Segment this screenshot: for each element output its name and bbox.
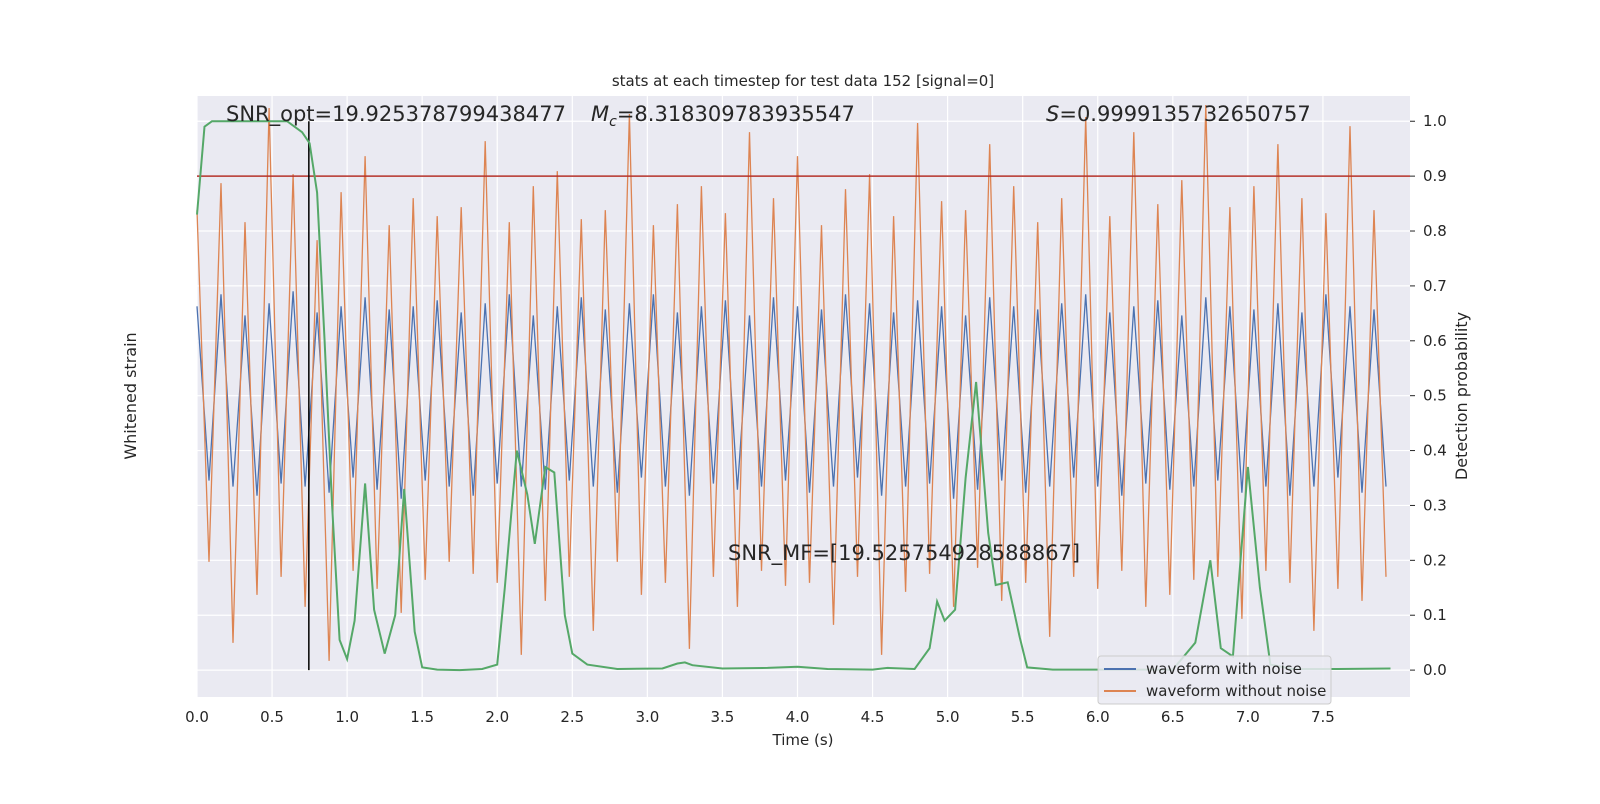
x-tick-label: 5.5 <box>1011 708 1035 726</box>
x-tick-label: 2.0 <box>485 708 509 726</box>
labels: stats at each timestep for test data 152… <box>121 72 1471 749</box>
s-value: =0.9999135732650757 <box>1059 102 1310 126</box>
legend-box <box>1097 655 1332 705</box>
chart-title: stats at each timestep for test data 152… <box>612 72 994 90</box>
x-tick-label: 3.5 <box>711 708 735 726</box>
legend-label: waveform without noise <box>1146 682 1326 700</box>
y2-tick-label: 0.4 <box>1423 442 1447 460</box>
annotation-snr-mf: SNR_MF=[19.525754928588867] <box>728 541 1080 566</box>
x-tick-label: 4.5 <box>861 708 885 726</box>
x-tick-label: 7.0 <box>1236 708 1260 726</box>
x-tick-label: 6.5 <box>1161 708 1185 726</box>
mc-subscript: c <box>609 114 617 130</box>
y2-axis-label: Detection probability <box>1452 312 1471 480</box>
x-tick-label: 5.0 <box>936 708 960 726</box>
y2-tick-label: 0.0 <box>1423 661 1447 679</box>
mc-value: =8.318309783935547 <box>617 102 855 126</box>
y2-tick-label: 0.5 <box>1423 387 1447 405</box>
annotation-s: S=0.9999135732650757 <box>1046 102 1311 126</box>
annotation-snr-opt: SNR_opt=19.925378799438477 <box>226 102 566 127</box>
y2-tick-label: 0.3 <box>1423 496 1447 514</box>
legend-label: waveform with noise <box>1146 660 1302 678</box>
mc-symbol: M <box>591 102 609 126</box>
x-tick-label: 3.0 <box>635 708 659 726</box>
x-tick-label: 0.0 <box>185 708 209 726</box>
x-tick-label: 2.5 <box>560 708 584 726</box>
x-tick-label: 1.5 <box>410 708 434 726</box>
y-axis-label: Whitened strain <box>121 332 140 459</box>
legend: waveform with noise waveform without nois… <box>1097 655 1332 705</box>
series-line <box>196 104 1387 661</box>
x-tick-label: 1.0 <box>335 708 359 726</box>
y2-tick-label: 0.7 <box>1423 277 1447 295</box>
x-tick-label: 4.0 <box>786 708 810 726</box>
marks <box>196 104 1410 672</box>
x-axis-label: Time (s) <box>772 731 834 749</box>
y2-tick-label: 0.9 <box>1423 167 1447 185</box>
x-tick-label: 0.5 <box>260 708 284 726</box>
y2-tick-label: 0.8 <box>1423 222 1447 240</box>
y2-tick-label: 0.1 <box>1423 606 1447 624</box>
y2-tick-label: 0.2 <box>1423 551 1447 569</box>
x-tick-label: 7.5 <box>1311 708 1335 726</box>
y2-tick-label: 1.0 <box>1423 112 1447 130</box>
x-tick-label: 6.0 <box>1086 708 1110 726</box>
y2-tick-label: 0.6 <box>1423 332 1447 350</box>
s-symbol: S <box>1046 102 1059 126</box>
series-line <box>196 120 1391 672</box>
annotation-mc: Mc=8.318309783935547 <box>591 102 855 130</box>
